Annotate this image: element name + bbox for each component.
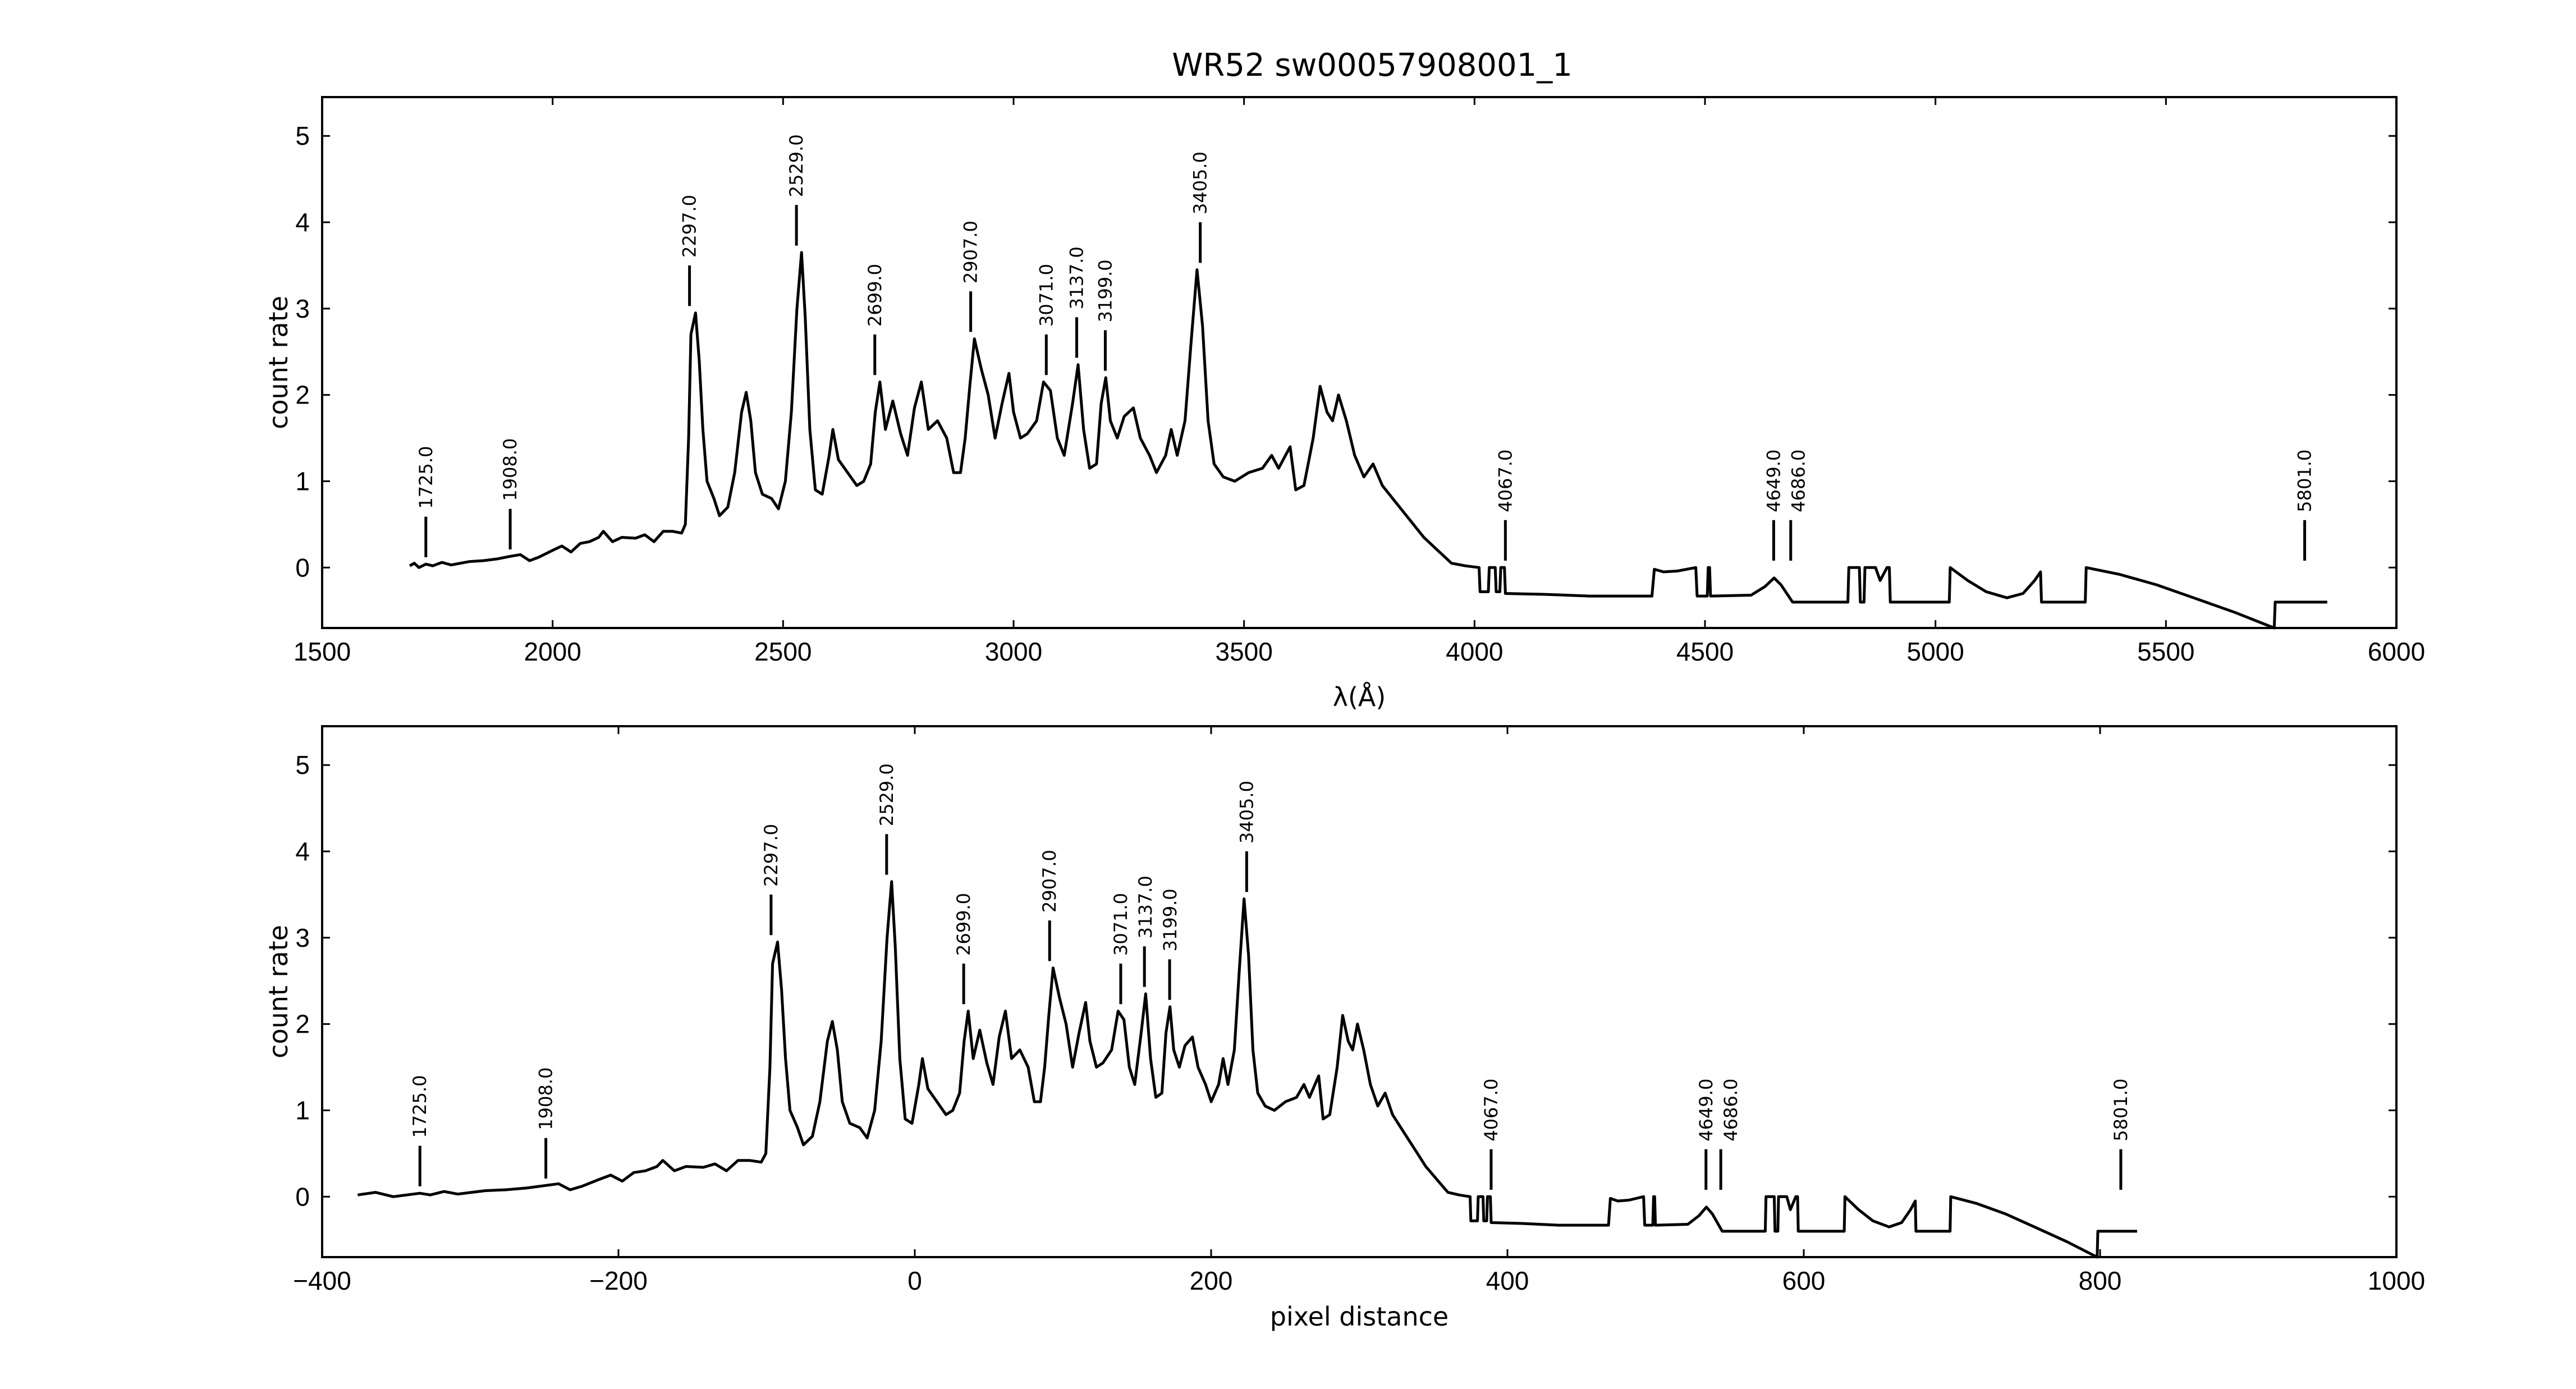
x-tick-label: 5500 (2137, 637, 2194, 666)
line-marker-label: 2297.0 (760, 824, 782, 887)
y-tick-label: 5 (295, 750, 310, 780)
y-axis-label: count rate (263, 925, 294, 1058)
line-marker-label: 3071.0 (1035, 264, 1057, 327)
line-marker-label: 1908.0 (535, 1067, 557, 1130)
x-tick-label: 1500 (294, 637, 351, 666)
y-tick-label: 1 (295, 1096, 310, 1125)
line-marker-label: 4067.0 (1495, 450, 1516, 512)
x-tick-label: 4000 (1446, 637, 1503, 666)
line-marker-label: 5801.0 (2110, 1079, 2132, 1142)
line-marker-label: 3199.0 (1159, 888, 1181, 951)
line-marker-label: 3199.0 (1094, 259, 1116, 322)
pixel-axes: 1725.0 1908.0 2297.0 2529.0 2699.0 2907.0 3071… (263, 725, 2425, 1332)
line-marker-label: 3071.0 (1110, 893, 1131, 956)
wavelength-axes: 1725.0 1908.0 2297.0 2529.0 2699.0 2907.0 3071… (263, 96, 2425, 712)
line-marker-label: 2297.0 (679, 195, 700, 258)
line-marker-label: 4686.0 (1787, 450, 1809, 512)
x-tick-label: −200 (589, 1266, 648, 1295)
line-marker-label: 2529.0 (876, 763, 897, 826)
x-tick-label: 4500 (1676, 637, 1734, 666)
line-marker-label: 2907.0 (1039, 850, 1060, 913)
line-marker-label: 4649.0 (1695, 1079, 1717, 1142)
axes-frame (321, 725, 2398, 1258)
line-marker-label: 4649.0 (1763, 450, 1784, 512)
axes-frame (321, 96, 2398, 629)
y-tick-label: 0 (295, 1182, 310, 1211)
x-tick-label: 0 (907, 1266, 922, 1295)
x-tick-label: 3000 (985, 637, 1042, 666)
y-tick-label: 0 (295, 553, 310, 582)
x-tick-label: 800 (2079, 1266, 2122, 1295)
x-tick-label: 2500 (754, 637, 812, 666)
x-axis-label: pixel distance (1270, 1301, 1449, 1332)
x-axis-label: λ(Å) (1333, 682, 1386, 712)
y-tick-label: 3 (295, 294, 310, 323)
line-marker-label: 2699.0 (864, 264, 886, 327)
y-tick-label: 2 (295, 1010, 310, 1039)
spectrum-line (357, 880, 2137, 1259)
y-tick-label: 1 (295, 467, 310, 496)
y-tick-label: 4 (295, 837, 310, 866)
x-tick-label: −400 (293, 1266, 351, 1295)
line-marker-label: 1725.0 (409, 1075, 430, 1138)
y-tick-label: 5 (295, 121, 310, 150)
y-tick-label: 2 (295, 381, 310, 410)
y-tick-label: 4 (295, 208, 310, 237)
chart-title: WR52 sw00057908001_1 (1172, 47, 1573, 84)
line-marker-label: 1908.0 (499, 438, 521, 501)
x-tick-label: 400 (1486, 1266, 1529, 1295)
line-marker-label: 3405.0 (1190, 152, 1211, 214)
line-marker-label: 1725.0 (415, 446, 437, 509)
line-marker-label: 2907.0 (960, 221, 982, 283)
x-tick-label: 6000 (2368, 637, 2425, 666)
x-tick-label: 1000 (2368, 1266, 2425, 1295)
line-marker-label: 4067.0 (1480, 1079, 1502, 1142)
line-marker-label: 2529.0 (786, 134, 807, 197)
line-marker-label: 2699.0 (953, 893, 974, 956)
line-marker-label: 3405.0 (1236, 781, 1257, 844)
x-tick-label: 5000 (1906, 637, 1964, 666)
y-tick-label: 3 (295, 923, 310, 952)
line-marker-label: 3137.0 (1135, 875, 1156, 938)
line-marker-label: 4686.0 (1720, 1079, 1741, 1142)
line-marker-label: 3137.0 (1066, 246, 1088, 309)
x-tick-label: 2000 (524, 637, 581, 666)
spectrum-line (409, 251, 2327, 630)
x-tick-label: 3500 (1215, 637, 1272, 666)
x-tick-label: 600 (1782, 1266, 1826, 1295)
y-axis-label: count rate (263, 296, 294, 429)
x-tick-label: 200 (1190, 1266, 1233, 1295)
line-marker-label: 5801.0 (2294, 450, 2316, 512)
